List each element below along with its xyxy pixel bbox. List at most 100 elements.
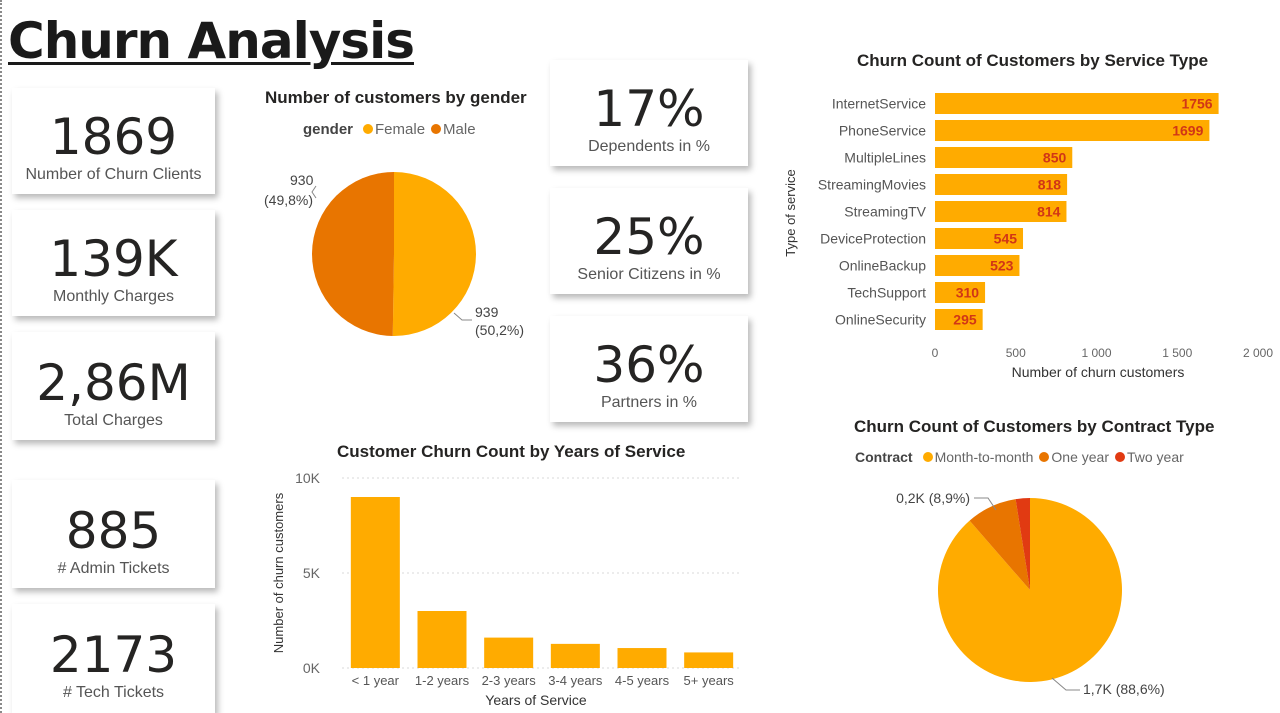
legend-label: Male bbox=[443, 121, 476, 138]
data-label: 0,2K (8,9%) bbox=[896, 490, 970, 506]
legend-dot bbox=[363, 124, 374, 134]
kpi-label: Monthly Charges bbox=[53, 288, 174, 305]
kpi-card-churn-clients[interactable]: 1869 Number of Churn Clients bbox=[12, 88, 215, 194]
pct-card-partners[interactable]: 36% Partners in % bbox=[550, 316, 748, 422]
contract-legend-title: Contract bbox=[855, 449, 913, 465]
legend-label: Two year bbox=[1126, 449, 1184, 465]
gender-legend: gender Female Male bbox=[303, 121, 476, 138]
leader-line bbox=[974, 497, 997, 511]
pie-slice-female[interactable] bbox=[392, 172, 477, 336]
kpi-card-admin-tickets[interactable]: 885 # Admin Tickets bbox=[12, 480, 215, 588]
x-tick-label: 5+ years bbox=[684, 673, 735, 688]
category-label: StreamingTV bbox=[844, 204, 926, 220]
x-tick-label: 500 bbox=[1006, 346, 1026, 360]
category-label: MultipleLines bbox=[844, 150, 926, 166]
pie-slice-one-year[interactable] bbox=[969, 499, 1030, 590]
bar[interactable] bbox=[617, 648, 667, 668]
pct-card-senior-citizens[interactable]: 25% Senior Citizens in % bbox=[550, 188, 748, 294]
bar[interactable] bbox=[935, 282, 986, 303]
kpi-card-monthly-charges[interactable]: 139K Monthly Charges bbox=[12, 210, 215, 316]
category-label: TechSupport bbox=[847, 285, 926, 301]
kpi-value: 885 bbox=[65, 502, 162, 560]
bar[interactable] bbox=[550, 643, 600, 668]
bar[interactable] bbox=[684, 652, 734, 668]
contract-legend: Contract Month-to-month One year Two yea… bbox=[855, 449, 1184, 465]
pct-value: 25% bbox=[593, 208, 705, 266]
bar[interactable] bbox=[484, 637, 534, 668]
category-label: StreamingMovies bbox=[818, 177, 926, 193]
legend-label: One year bbox=[1051, 449, 1109, 465]
pct-card-dependents[interactable]: 17% Dependents in % bbox=[550, 60, 748, 166]
leader-line bbox=[1051, 677, 1080, 691]
x-tick-label: 0 bbox=[932, 346, 939, 360]
data-label: 310 bbox=[956, 285, 980, 301]
kpi-value: 2,86M bbox=[36, 354, 191, 412]
data-label-pct: (49,8%) bbox=[264, 192, 313, 208]
kpi-card-total-charges[interactable]: 2,86M Total Charges bbox=[12, 332, 215, 440]
kpi-card-tech-tickets[interactable]: 2173 # Tech Tickets bbox=[12, 604, 215, 713]
bar[interactable] bbox=[935, 147, 1073, 168]
x-tick-label: 1 500 bbox=[1162, 346, 1192, 360]
pie-slice-two-year[interactable] bbox=[1015, 498, 1030, 590]
data-label: 850 bbox=[1043, 150, 1067, 166]
pie-slice-male[interactable] bbox=[312, 172, 394, 336]
legend-item-female[interactable]: Female bbox=[363, 121, 425, 138]
category-label: InternetService bbox=[832, 96, 926, 112]
kpi-label: # Tech Tickets bbox=[62, 684, 165, 701]
legend-item-month-to-month[interactable]: Month-to-month bbox=[922, 449, 1034, 465]
legend-dot bbox=[1114, 452, 1125, 462]
legend-dot bbox=[1039, 452, 1050, 462]
bar[interactable] bbox=[935, 228, 1024, 249]
legend-label: Female bbox=[375, 121, 426, 138]
years-bar-chart[interactable]: 0K 5K 10K < 1 year 1-2 years 2-3 years 3-4 yea… bbox=[262, 465, 752, 713]
bar[interactable] bbox=[935, 201, 1067, 222]
bar[interactable] bbox=[935, 120, 1210, 141]
pct-value: 36% bbox=[593, 336, 705, 394]
category-label: PhoneService bbox=[839, 123, 926, 139]
x-tick-label: 4-5 years bbox=[615, 673, 670, 688]
y-tick-label: 0K bbox=[303, 660, 321, 676]
legend-dot bbox=[431, 124, 442, 134]
left-dotted-border bbox=[0, 0, 3, 713]
leader-line bbox=[453, 312, 472, 321]
service-bar-chart[interactable]: InternetService 1756 PhoneService 1699 Multi… bbox=[778, 85, 1280, 385]
data-label: 814 bbox=[1037, 204, 1061, 220]
data-label: 818 bbox=[1038, 177, 1062, 193]
bar[interactable] bbox=[417, 611, 467, 668]
data-label: 523 bbox=[990, 258, 1014, 274]
data-label: 545 bbox=[994, 231, 1018, 247]
y-tick-label: 10K bbox=[295, 470, 321, 486]
gender-chart-title: Number of customers by gender bbox=[265, 88, 527, 107]
bar[interactable] bbox=[935, 174, 1068, 195]
data-label: 295 bbox=[953, 312, 977, 328]
pct-label: Senior Citizens in % bbox=[577, 266, 721, 283]
legend-item-one-year[interactable]: One year bbox=[1039, 449, 1109, 465]
data-label: 1,7K (88,6%) bbox=[1083, 681, 1165, 697]
kpi-value: 1869 bbox=[49, 108, 178, 166]
x-tick-label: 1 000 bbox=[1081, 346, 1111, 360]
leader-line bbox=[311, 185, 317, 199]
legend-item-two-year[interactable]: Two year bbox=[1114, 449, 1184, 465]
category-label: OnlineSecurity bbox=[835, 312, 926, 328]
bar[interactable] bbox=[935, 255, 1020, 276]
gender-legend-title: gender bbox=[303, 121, 354, 138]
legend-dot bbox=[922, 452, 933, 462]
x-tick-label: 3-4 years bbox=[548, 673, 603, 688]
years-chart-title: Customer Churn Count by Years of Service bbox=[337, 442, 686, 461]
gender-pie-chart[interactable]: 939 (50,2%) 930 (49,8%) bbox=[250, 150, 550, 350]
y-axis-title: Type of service bbox=[783, 169, 798, 256]
x-tick-label: 2 000 bbox=[1243, 346, 1273, 360]
kpi-label: # Admin Tickets bbox=[57, 560, 170, 577]
data-label-value: 939 bbox=[475, 304, 499, 320]
x-tick-label: 1-2 years bbox=[415, 673, 470, 688]
bar[interactable] bbox=[935, 309, 983, 330]
pct-value: 17% bbox=[593, 80, 705, 138]
bar[interactable] bbox=[935, 93, 1219, 114]
legend-label: Month-to-month bbox=[934, 449, 1034, 465]
service-chart-title: Churn Count of Customers by Service Type bbox=[857, 51, 1209, 70]
legend-item-male[interactable]: Male bbox=[431, 121, 476, 138]
bar[interactable] bbox=[350, 497, 400, 668]
contract-pie-chart[interactable]: 0,2K (8,9%) 1,7K (88,6%) bbox=[880, 480, 1220, 713]
kpi-label: Number of Churn Clients bbox=[25, 166, 202, 183]
y-axis-title: Number of churn customers bbox=[271, 492, 286, 653]
